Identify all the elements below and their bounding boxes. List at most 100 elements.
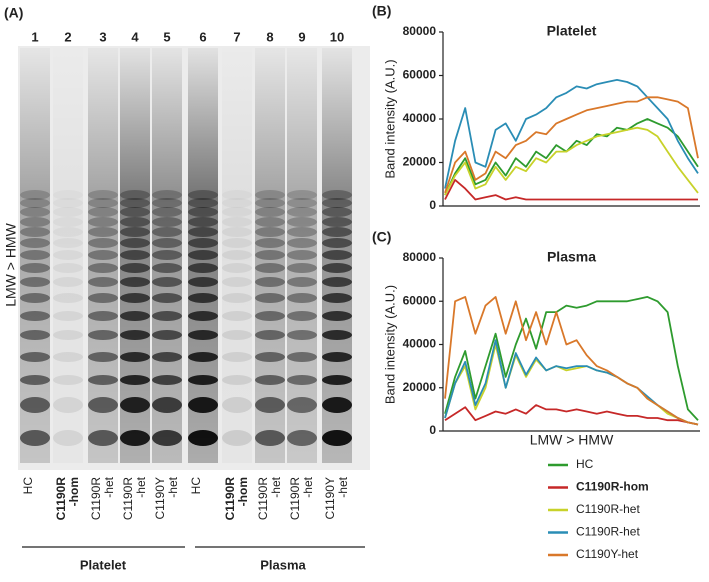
gel-band [222, 238, 252, 248]
gel-band [53, 217, 83, 227]
gel-band [322, 250, 352, 260]
lane-label: -het [166, 476, 180, 497]
gel-band [188, 217, 218, 227]
gel-band [287, 250, 317, 260]
gel-band [322, 190, 352, 200]
y-tick-label: 80000 [403, 24, 437, 38]
gel-band [88, 397, 118, 413]
y-axis-label: Band intensity (A.U.) [382, 285, 397, 404]
gel-band [53, 250, 83, 260]
gel-band [287, 190, 317, 200]
gel-band [20, 430, 50, 446]
gel-band [255, 397, 285, 413]
lane-number: 2 [64, 29, 71, 44]
gel-band [88, 250, 118, 260]
gel-band [53, 207, 83, 217]
gel-band [53, 190, 83, 200]
gel-band [287, 352, 317, 362]
lane-label: -het [134, 476, 148, 497]
gel-band [20, 227, 50, 237]
gel-band [120, 238, 150, 248]
data-line [444, 96, 699, 194]
gel-lane [53, 48, 83, 463]
gel-band [322, 198, 352, 208]
gel-band [20, 277, 50, 287]
gel-band [53, 238, 83, 248]
gel-band [322, 217, 352, 227]
gel-band [120, 311, 150, 321]
gel-band [188, 352, 218, 362]
gel-band [255, 217, 285, 227]
gel-band [322, 263, 352, 273]
gel-band [53, 277, 83, 287]
gel-band [120, 293, 150, 303]
gel-band [120, 250, 150, 260]
gel-lane [287, 48, 317, 463]
gel-band [120, 227, 150, 237]
gel-band [88, 352, 118, 362]
legend-label: HC [576, 457, 594, 471]
gel-band [88, 277, 118, 287]
gel-band [255, 263, 285, 273]
gel-band [88, 207, 118, 217]
lane-label: C1190Y [153, 477, 167, 519]
lane-number: 6 [199, 29, 206, 44]
gel-band [222, 250, 252, 260]
gel-band [222, 311, 252, 321]
gel-band [20, 217, 50, 227]
gel-band [20, 263, 50, 273]
gel-band [20, 207, 50, 217]
lane-label: C1190R [54, 477, 68, 521]
lane-label: HC [21, 477, 35, 495]
lane-label: C1190R [121, 477, 135, 520]
data-line [444, 296, 699, 421]
lane-label: -hom [236, 477, 250, 506]
gel-band [152, 207, 182, 217]
gel-band [152, 277, 182, 287]
gel-band [188, 277, 218, 287]
chart-title: Platelet [547, 23, 597, 39]
y-tick-label: 0 [429, 198, 436, 212]
gel-band [152, 263, 182, 273]
gel-band [287, 198, 317, 208]
gel-lane [222, 48, 252, 463]
gel-band [255, 198, 285, 208]
y-tick-label: 20000 [403, 380, 437, 394]
gel-band [88, 430, 118, 446]
gel-band [322, 375, 352, 385]
gel-band [255, 277, 285, 287]
gel-band [152, 227, 182, 237]
gel-band [53, 397, 83, 413]
gel-band [152, 430, 182, 446]
panel-label: (B) [372, 3, 391, 19]
x-axis-label: LMW > HMW [530, 432, 614, 448]
gel-band [322, 330, 352, 340]
legend-label: C1190R-het [576, 525, 640, 539]
gel-band [188, 311, 218, 321]
gel-band [287, 311, 317, 321]
data-line [444, 404, 699, 426]
gel-band [88, 217, 118, 227]
gel-band [222, 352, 252, 362]
gel-band [222, 217, 252, 227]
gel-band [20, 190, 50, 200]
gel-band [222, 190, 252, 200]
gel-band [88, 375, 118, 385]
lane-number: 7 [233, 29, 240, 44]
gel-band [255, 190, 285, 200]
gel-band [20, 311, 50, 321]
gel-band [255, 375, 285, 385]
lane-label: C1190R [256, 477, 270, 520]
gel-band [120, 263, 150, 273]
gel-lane [20, 48, 50, 463]
gel-band [152, 375, 182, 385]
gel-band [120, 352, 150, 362]
gel-band [88, 263, 118, 273]
gel-lane [255, 48, 285, 463]
data-line [444, 339, 699, 426]
gel-band [287, 397, 317, 413]
gel-band [222, 430, 252, 446]
gel-band [120, 397, 150, 413]
gel-band [53, 293, 83, 303]
